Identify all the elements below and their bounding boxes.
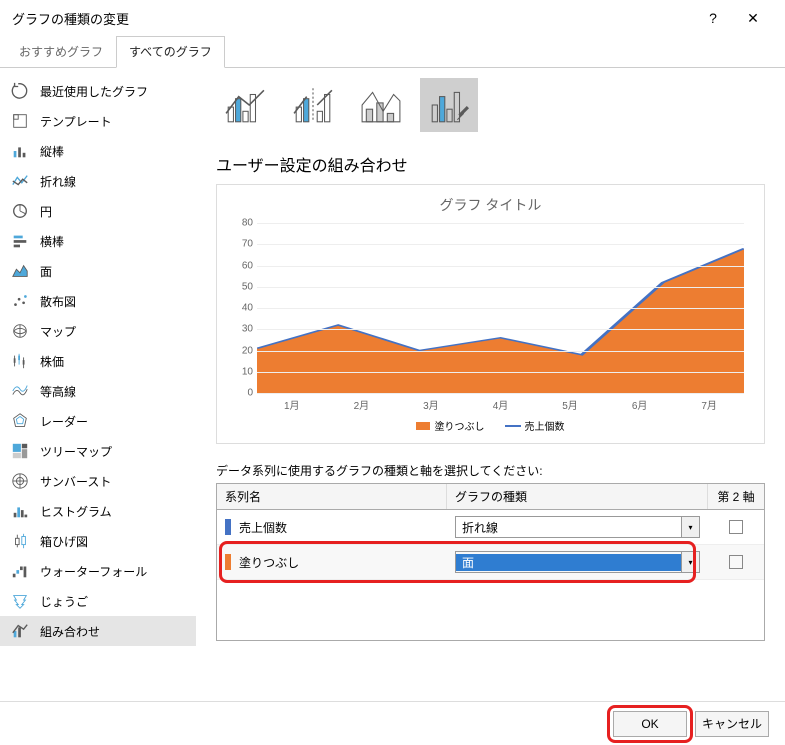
sidebar-item-1[interactable]: テンプレート <box>0 106 196 136</box>
sidebar-item-11[interactable]: レーダー <box>0 406 196 436</box>
tab-recommended[interactable]: おすすめグラフ <box>6 36 116 67</box>
sidebar-item-label: サンバースト <box>40 473 111 490</box>
subtype-thumbnails <box>216 78 765 132</box>
sidebar-icon <box>10 501 30 521</box>
sidebar-item-3[interactable]: 折れ線 <box>0 166 196 196</box>
subtype-3[interactable] <box>352 78 410 132</box>
sidebar-item-15[interactable]: 箱ひげ図 <box>0 526 196 556</box>
sidebar-item-label: 箱ひげ図 <box>40 533 88 550</box>
sidebar-item-label: マップ <box>40 323 76 340</box>
sidebar-item-label: ヒストグラム <box>40 503 112 520</box>
sidebar-item-label: 散布図 <box>40 293 76 310</box>
sidebar-item-4[interactable]: 円 <box>0 196 196 226</box>
sidebar: 最近使用したグラフテンプレート縦棒折れ線円横棒面散布図マップ株価等高線レーダーツ… <box>0 68 196 694</box>
series-row: 売上個数 折れ線▾ <box>217 510 764 545</box>
sidebar-item-label: 面 <box>40 263 52 280</box>
help-button[interactable]: ? <box>693 10 733 26</box>
sidebar-icon <box>10 531 30 551</box>
col-series-name: 系列名 <box>217 484 447 509</box>
series-name: 塗りつぶし <box>239 554 299 571</box>
chart-type-combo[interactable]: 面▾ <box>455 551 700 573</box>
close-button[interactable]: ✕ <box>733 10 773 27</box>
series-table: 系列名 グラフの種類 第 2 軸 売上個数 折れ線▾ 塗りつぶし 面▾ <box>216 483 765 641</box>
section-title: ユーザー設定の組み合わせ <box>216 152 765 176</box>
sidebar-item-14[interactable]: ヒストグラム <box>0 496 196 526</box>
sidebar-item-label: 円 <box>40 203 52 220</box>
sidebar-item-13[interactable]: サンバースト <box>0 466 196 496</box>
sidebar-icon <box>10 201 30 221</box>
tab-all[interactable]: すべてのグラフ <box>116 36 225 68</box>
col-chart-type: グラフの種類 <box>447 484 708 509</box>
chart-type-combo[interactable]: 折れ線▾ <box>455 516 700 538</box>
chart-title: グラフ タイトル <box>227 195 754 215</box>
sidebar-item-label: 縦棒 <box>40 143 64 160</box>
sidebar-icon <box>10 321 30 341</box>
sidebar-icon <box>10 381 30 401</box>
chevron-down-icon[interactable]: ▾ <box>681 552 699 572</box>
sidebar-item-0[interactable]: 最近使用したグラフ <box>0 76 196 106</box>
sidebar-item-label: ウォーターフォール <box>40 563 147 580</box>
sidebar-item-label: じょうご <box>40 593 88 610</box>
sidebar-item-label: 株価 <box>40 353 64 370</box>
sidebar-item-9[interactable]: 株価 <box>0 346 196 376</box>
sidebar-item-7[interactable]: 散布図 <box>0 286 196 316</box>
series-row: 塗りつぶし 面▾ <box>217 545 764 580</box>
sidebar-item-label: 最近使用したグラフ <box>40 83 148 100</box>
series-name: 売上個数 <box>239 519 287 536</box>
sidebar-item-16[interactable]: ウォーターフォール <box>0 556 196 586</box>
sidebar-item-8[interactable]: マップ <box>0 316 196 346</box>
sidebar-item-label: 横棒 <box>40 233 64 250</box>
sidebar-item-5[interactable]: 横棒 <box>0 226 196 256</box>
sidebar-icon <box>10 591 30 611</box>
sidebar-icon <box>10 441 30 461</box>
sidebar-icon <box>10 111 30 131</box>
sidebar-item-label: 組み合わせ <box>40 623 100 640</box>
sidebar-icon <box>10 291 30 311</box>
sidebar-item-10[interactable]: 等高線 <box>0 376 196 406</box>
sidebar-item-label: ツリーマップ <box>40 443 112 460</box>
legend-fill: 塗りつぶし <box>434 418 484 433</box>
sidebar-item-12[interactable]: ツリーマップ <box>0 436 196 466</box>
sidebar-icon <box>10 471 30 491</box>
sidebar-icon <box>10 621 30 641</box>
chart-preview: グラフ タイトル 01020304050607080 1月2月3月4月5月6月7… <box>216 184 765 444</box>
secondary-axis-checkbox[interactable] <box>729 555 743 569</box>
sidebar-item-label: 等高線 <box>40 383 76 400</box>
legend-count: 売上個数 <box>525 418 565 433</box>
sidebar-item-label: レーダー <box>40 413 88 430</box>
cancel-button[interactable]: キャンセル <box>695 711 769 737</box>
secondary-axis-checkbox[interactable] <box>729 520 743 534</box>
sidebar-item-label: テンプレート <box>40 113 112 130</box>
subtype-4[interactable] <box>420 78 478 132</box>
sidebar-item-18[interactable]: 組み合わせ <box>0 616 196 646</box>
sidebar-icon <box>10 561 30 581</box>
subtype-2[interactable] <box>284 78 342 132</box>
sidebar-icon <box>10 261 30 281</box>
sidebar-item-6[interactable]: 面 <box>0 256 196 286</box>
sidebar-icon <box>10 411 30 431</box>
sidebar-icon <box>10 171 30 191</box>
sidebar-item-2[interactable]: 縦棒 <box>0 136 196 166</box>
window-title: グラフの種類の変更 <box>12 9 693 28</box>
sidebar-icon <box>10 141 30 161</box>
col-secondary-axis: 第 2 軸 <box>708 484 764 509</box>
sidebar-icon <box>10 351 30 371</box>
instruction-text: データ系列に使用するグラフの種類と軸を選択してください: <box>216 462 765 479</box>
sidebar-icon <box>10 81 30 101</box>
subtype-1[interactable] <box>216 78 274 132</box>
sidebar-item-17[interactable]: じょうご <box>0 586 196 616</box>
sidebar-icon <box>10 231 30 251</box>
sidebar-item-label: 折れ線 <box>40 173 76 190</box>
ok-button[interactable]: OK <box>613 711 687 737</box>
chevron-down-icon[interactable]: ▾ <box>681 517 699 537</box>
